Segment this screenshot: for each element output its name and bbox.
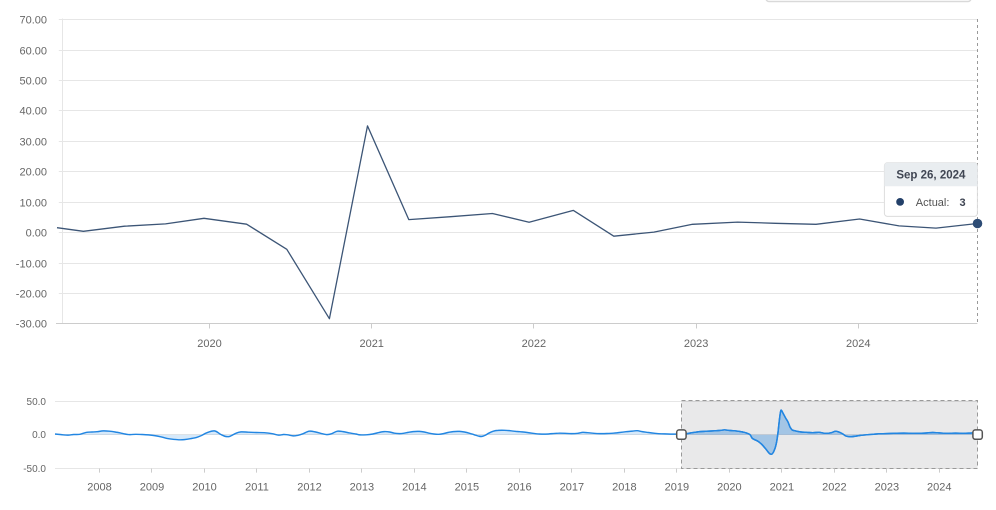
svg-text:2015: 2015 xyxy=(455,482,479,494)
svg-text:2022: 2022 xyxy=(822,482,846,494)
svg-text:2020: 2020 xyxy=(717,482,741,494)
svg-text:50.00: 50.00 xyxy=(19,76,47,88)
svg-text:10.00: 10.00 xyxy=(19,198,47,210)
svg-text:30.00: 30.00 xyxy=(19,137,47,149)
svg-text:2012: 2012 xyxy=(297,482,321,494)
svg-text:2021: 2021 xyxy=(359,338,383,350)
svg-text:2009: 2009 xyxy=(140,482,164,494)
svg-text:2019: 2019 xyxy=(665,482,689,494)
svg-text:2024: 2024 xyxy=(846,338,870,350)
svg-text:2008: 2008 xyxy=(87,482,111,494)
svg-text:2021: 2021 xyxy=(770,482,794,494)
svg-text:2023: 2023 xyxy=(684,338,708,350)
svg-text:70.00: 70.00 xyxy=(19,15,47,27)
svg-text:0.0: 0.0 xyxy=(32,430,46,441)
svg-text:-30.00: -30.00 xyxy=(16,319,47,331)
svg-text:2023: 2023 xyxy=(875,482,899,494)
svg-text:-20.00: -20.00 xyxy=(16,289,47,301)
svg-text:2011: 2011 xyxy=(245,482,269,494)
svg-text:2016: 2016 xyxy=(507,482,531,494)
svg-text:2014: 2014 xyxy=(402,482,426,494)
svg-text:50.0: 50.0 xyxy=(27,397,47,408)
svg-text:2018: 2018 xyxy=(612,482,636,494)
svg-text:2024: 2024 xyxy=(927,482,951,494)
svg-text:2017: 2017 xyxy=(560,482,584,494)
svg-text:20.00: 20.00 xyxy=(19,167,47,179)
svg-text:3: 3 xyxy=(960,197,966,209)
svg-text:2020: 2020 xyxy=(197,338,221,350)
svg-text:-10.00: -10.00 xyxy=(16,259,47,271)
svg-text:-50.0: -50.0 xyxy=(23,464,46,475)
svg-text:2022: 2022 xyxy=(522,338,546,350)
svg-text:0.00: 0.00 xyxy=(26,228,47,240)
svg-text:2013: 2013 xyxy=(350,482,374,494)
svg-text:Sep 26, 2024: Sep 26, 2024 xyxy=(896,170,966,182)
svg-text:40.00: 40.00 xyxy=(19,106,47,118)
svg-text:2010: 2010 xyxy=(192,482,216,494)
svg-text:Actual:: Actual: xyxy=(916,197,950,209)
svg-text:60.00: 60.00 xyxy=(19,46,47,58)
